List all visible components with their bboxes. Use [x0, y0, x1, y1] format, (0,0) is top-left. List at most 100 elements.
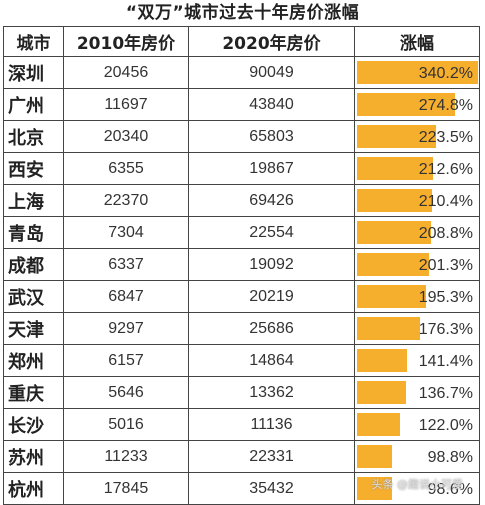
table-row: 重庆 5646 13362 136.7% [3, 376, 480, 409]
price-2010-cell: 20340 [63, 120, 189, 153]
price-2010-cell: 5646 [63, 376, 189, 409]
price-2020-cell: 19092 [188, 248, 355, 281]
increase-label: 340.2% [418, 64, 473, 82]
increase-cell: 340.2% [354, 56, 480, 89]
price-2020-cell: 69426 [188, 184, 355, 217]
price-2020-cell: 11136 [188, 408, 355, 441]
increase-bar [357, 317, 420, 340]
price-2020-cell: 22331 [188, 440, 355, 473]
price-2020-cell: 90049 [188, 56, 355, 89]
increase-label: 223.5% [418, 128, 473, 146]
price-2010-cell: 9297 [63, 312, 189, 345]
increase-label: 98.6% [427, 480, 473, 498]
increase-label: 208.8% [418, 224, 473, 242]
table-row: 天津 9297 25686 176.3% [3, 312, 480, 345]
header-row: 城市 2010年房价 2020年房价 涨幅 [3, 26, 480, 57]
header-city: 城市 [3, 26, 64, 57]
increase-cell: 141.4% [354, 344, 480, 377]
price-2010-cell: 6157 [63, 344, 189, 377]
increase-cell: 98.8% [354, 440, 480, 473]
table-row: 郑州 6157 14864 141.4% [3, 344, 480, 377]
increase-bar [357, 477, 392, 500]
increase-bar [357, 381, 406, 404]
increase-bar [357, 157, 433, 180]
increase-label: 176.3% [418, 320, 473, 338]
price-2010-cell: 7304 [63, 216, 189, 249]
table-row: 深圳 20456 90049 340.2% [3, 56, 480, 89]
price-2010-cell: 20456 [63, 56, 189, 89]
header-increase: 涨幅 [354, 26, 480, 57]
price-2020-cell: 14864 [188, 344, 355, 377]
table-body: 深圳 20456 90049 340.2% 广州 11697 43840 274.8% 北京 20… [3, 56, 480, 505]
price-2010-cell: 5016 [63, 408, 189, 441]
table-title: “双万”城市过去十年房价涨幅 [125, 3, 360, 23]
increase-cell: 208.8% [354, 216, 480, 249]
city-cell: 武汉 [3, 280, 64, 313]
table-row: 成都 6337 19092 201.3% [3, 248, 480, 281]
increase-bar [357, 125, 436, 148]
city-cell: 上海 [3, 184, 64, 217]
watermark: 头条 @趣说小可爱 [371, 478, 464, 491]
increase-bar [357, 253, 429, 276]
increase-label: 210.4% [418, 192, 473, 210]
price-2020-cell: 22554 [188, 216, 355, 249]
increase-cell: 223.5% [354, 120, 480, 153]
city-cell: 广州 [3, 88, 64, 121]
price-2020-cell: 20219 [188, 280, 355, 313]
increase-bar [357, 413, 400, 436]
city-cell: 成都 [3, 248, 64, 281]
price-2020-cell: 43840 [188, 88, 355, 121]
increase-label: 274.8% [418, 96, 473, 114]
table-row: 武汉 6847 20219 195.3% [3, 280, 480, 313]
table-row: 上海 22370 69426 210.4% [3, 184, 480, 217]
price-2020-cell: 13362 [188, 376, 355, 409]
increase-cell: 195.3% [354, 280, 480, 313]
city-cell: 重庆 [3, 376, 64, 409]
price-2020-cell: 65803 [188, 120, 355, 153]
table-row: 广州 11697 43840 274.8% [3, 88, 480, 121]
increase-bar [357, 285, 426, 308]
city-cell: 苏州 [3, 440, 64, 473]
city-cell: 郑州 [3, 344, 64, 377]
city-cell: 西安 [3, 152, 64, 185]
increase-bar [357, 189, 432, 212]
city-cell: 天津 [3, 312, 64, 345]
increase-label: 201.3% [418, 256, 473, 274]
city-cell: 长沙 [3, 408, 64, 441]
increase-label: 98.8% [427, 448, 473, 466]
table-row: 北京 20340 65803 223.5% [3, 120, 480, 153]
table-row: 苏州 11233 22331 98.8% [3, 440, 480, 473]
price-2010-cell: 6337 [63, 248, 189, 281]
table-row: 西安 6355 19867 212.6% [3, 152, 480, 185]
increase-cell: 274.8% [354, 88, 480, 121]
increase-label: 212.6% [418, 160, 473, 178]
increase-bar [357, 61, 478, 84]
increase-bar [357, 221, 431, 244]
city-cell: 深圳 [3, 56, 64, 89]
increase-label: 136.7% [418, 384, 473, 402]
price-2010-cell: 11233 [63, 440, 189, 473]
increase-bar [357, 445, 392, 468]
increase-bar [357, 349, 407, 372]
price-2020-cell: 25686 [188, 312, 355, 345]
price-2010-cell: 6355 [63, 152, 189, 185]
increase-label: 141.4% [418, 352, 473, 370]
increase-cell: 122.0% [354, 408, 480, 441]
price-2010-cell: 22370 [63, 184, 189, 217]
price-2020-cell: 19867 [188, 152, 355, 185]
city-cell: 北京 [3, 120, 64, 153]
increase-cell: 176.3% [354, 312, 480, 345]
city-cell: 青岛 [3, 216, 64, 249]
price-table: 城市 2010年房价 2020年房价 涨幅 深圳 20456 90049 340.2%… [3, 26, 480, 505]
increase-cell: 201.3% [354, 248, 480, 281]
table-row: 长沙 5016 11136 122.0% [3, 408, 480, 441]
increase-label: 122.0% [418, 416, 473, 434]
increase-label: 195.3% [418, 288, 473, 306]
header-price-2020: 2020年房价 [188, 26, 355, 57]
increase-cell: 136.7% [354, 376, 480, 409]
price-2010-cell: 11697 [63, 88, 189, 121]
price-2010-cell: 6847 [63, 280, 189, 313]
increase-cell: 212.6% [354, 152, 480, 185]
increase-cell: 210.4% [354, 184, 480, 217]
increase-bar [357, 93, 455, 116]
